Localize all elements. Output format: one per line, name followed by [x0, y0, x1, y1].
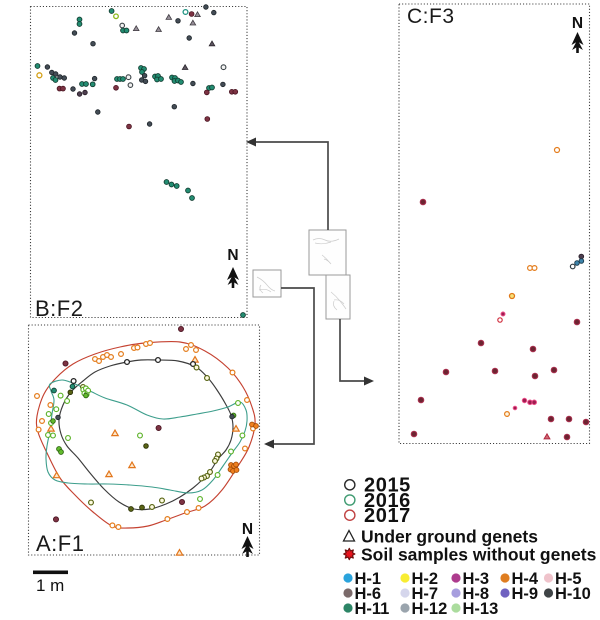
svg-text:H-5: H-5: [555, 570, 582, 588]
svg-text:H-6: H-6: [355, 585, 382, 603]
svg-text:1 m: 1 m: [36, 576, 64, 595]
svg-text:H-2: H-2: [412, 570, 439, 588]
svg-text:Under ground genets: Under ground genets: [361, 527, 538, 547]
svg-text:H-1: H-1: [355, 570, 382, 588]
svg-text:C:F3: C:F3: [407, 5, 455, 28]
svg-text:N: N: [227, 247, 238, 264]
svg-text:H-3: H-3: [463, 570, 490, 588]
svg-text:H-9: H-9: [512, 585, 539, 603]
svg-text:2015: 2015: [364, 475, 411, 497]
svg-text:H-13: H-13: [463, 600, 499, 618]
svg-text:A:F1: A:F1: [36, 531, 84, 556]
svg-text:N: N: [572, 15, 583, 32]
svg-text:2017: 2017: [364, 505, 411, 527]
svg-text:H-10: H-10: [555, 585, 591, 603]
svg-text:2016: 2016: [364, 490, 411, 512]
svg-text:H-4: H-4: [512, 570, 539, 588]
svg-text:H-11: H-11: [355, 600, 390, 618]
svg-text:Soil samples without genets: Soil samples without genets: [361, 545, 597, 565]
svg-text:N: N: [242, 521, 253, 538]
svg-text:H-7: H-7: [412, 585, 439, 603]
svg-text:H-12: H-12: [412, 600, 448, 618]
svg-text:B:F2: B:F2: [35, 296, 83, 321]
svg-text:H-8: H-8: [463, 585, 490, 603]
